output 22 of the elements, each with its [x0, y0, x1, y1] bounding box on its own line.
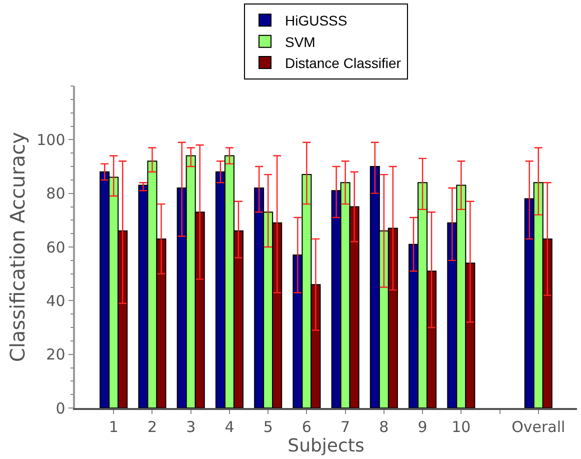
- x-tick-label: 6: [302, 418, 312, 436]
- legend-label: Distance Classifier: [285, 55, 402, 72]
- y-tick-label: 40: [46, 292, 66, 310]
- y-axis-title: Classification Accuracy: [6, 132, 30, 362]
- x-tick-label: 1: [108, 418, 118, 436]
- y-tick-label: 0: [56, 399, 66, 418]
- x-tick-label: 8: [379, 418, 389, 436]
- x-tick-label: 3: [186, 418, 196, 436]
- x-tick-label: 4: [224, 418, 234, 436]
- x-tick-label: 9: [418, 418, 428, 436]
- y-tick-label: 20: [46, 346, 66, 364]
- y-tick-label: 80: [46, 184, 66, 203]
- legend-label: SVM: [285, 34, 316, 50]
- y-tick-label: 60: [46, 238, 66, 256]
- x-axis-title: Subjects: [288, 436, 364, 457]
- x-tick-label: 10: [452, 418, 471, 436]
- x-tick-label: Overall: [512, 418, 566, 436]
- legend-label: HiGUSSS: [285, 12, 348, 29]
- x-tick-label: 7: [340, 418, 350, 436]
- x-tick-label: 5: [263, 418, 273, 436]
- x-tick-label: 2: [147, 418, 158, 436]
- y-tick-label: 100: [36, 130, 66, 149]
